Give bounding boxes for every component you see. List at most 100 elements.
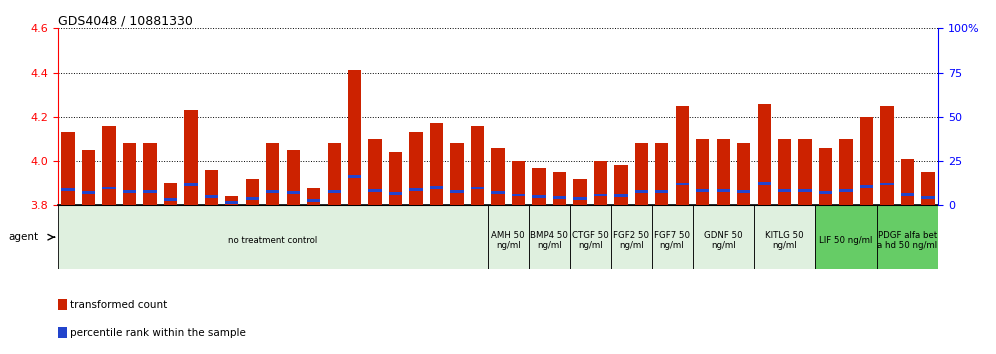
Bar (287, 150, 300, 205)
Bar (574, 179, 587, 205)
Bar (876, 205, 938, 269)
Bar (778, 189, 791, 192)
Text: BMP4 50
ng/ml: BMP4 50 ng/ml (530, 231, 568, 250)
Bar (880, 106, 893, 205)
Bar (450, 143, 464, 205)
Bar (758, 182, 771, 185)
Bar (430, 124, 443, 205)
Bar (143, 143, 156, 205)
Bar (634, 190, 648, 193)
Bar (246, 197, 259, 200)
Bar (737, 190, 750, 193)
Text: GDS4048 / 10881330: GDS4048 / 10881330 (58, 14, 192, 27)
Bar (758, 104, 771, 205)
Bar (491, 191, 505, 194)
Bar (58, 327, 67, 338)
Bar (205, 195, 218, 198)
Bar (570, 205, 611, 269)
Bar (163, 198, 177, 201)
Bar (307, 199, 321, 202)
Bar (799, 139, 812, 205)
Bar (778, 139, 791, 205)
Bar (369, 139, 381, 205)
Bar (692, 205, 754, 269)
Text: AMH 50
ng/ml: AMH 50 ng/ml (491, 231, 525, 250)
Bar (754, 205, 816, 269)
Bar (103, 187, 116, 189)
Bar (225, 196, 238, 205)
Bar (369, 189, 381, 192)
Bar (184, 183, 197, 186)
Bar (696, 139, 709, 205)
Bar (816, 205, 876, 269)
Bar (512, 161, 525, 205)
Bar (840, 139, 853, 205)
Text: PDGF alfa bet
a hd 50 ng/ml: PDGF alfa bet a hd 50 ng/ml (877, 231, 937, 250)
Bar (860, 117, 873, 205)
Bar (225, 201, 238, 204)
Bar (532, 168, 546, 205)
Text: FGF2 50
ng/ml: FGF2 50 ng/ml (614, 231, 649, 250)
Bar (900, 193, 914, 196)
Bar (799, 189, 812, 192)
Text: CTGF 50
ng/ml: CTGF 50 ng/ml (572, 231, 609, 250)
Bar (389, 192, 402, 195)
Text: KITLG 50
ng/ml: KITLG 50 ng/ml (765, 231, 804, 250)
Bar (471, 126, 484, 205)
Bar (594, 161, 607, 205)
Bar (287, 192, 300, 194)
Bar (921, 172, 934, 205)
Bar (103, 126, 116, 205)
Bar (488, 205, 529, 269)
Bar (82, 192, 96, 194)
Bar (123, 190, 136, 193)
Bar (532, 195, 546, 198)
Bar (163, 183, 177, 205)
Bar (58, 299, 67, 310)
Bar (716, 189, 730, 192)
Bar (205, 170, 218, 205)
Bar (409, 188, 422, 191)
Bar (594, 194, 607, 196)
Bar (348, 70, 362, 205)
Bar (450, 190, 464, 193)
Text: no treatment control: no treatment control (228, 236, 318, 245)
Bar (143, 190, 156, 193)
Bar (675, 183, 689, 185)
Bar (737, 143, 750, 205)
Text: GDNF 50
ng/ml: GDNF 50 ng/ml (704, 231, 743, 250)
Bar (471, 187, 484, 189)
Bar (716, 139, 730, 205)
Bar (615, 194, 627, 198)
Bar (819, 191, 833, 194)
Bar (655, 190, 668, 193)
Bar (246, 179, 259, 205)
Bar (921, 196, 934, 199)
Bar (82, 150, 96, 205)
Bar (611, 205, 651, 269)
Bar (58, 205, 488, 269)
Bar (409, 132, 422, 205)
Bar (840, 189, 853, 192)
Bar (696, 189, 709, 192)
Bar (553, 196, 566, 199)
Bar (900, 159, 914, 205)
Bar (860, 185, 873, 188)
Text: FGF7 50
ng/ml: FGF7 50 ng/ml (654, 231, 690, 250)
Bar (491, 148, 505, 205)
Bar (675, 106, 689, 205)
Bar (512, 194, 525, 196)
Bar (529, 205, 570, 269)
Bar (819, 148, 833, 205)
Bar (184, 110, 197, 205)
Bar (123, 143, 136, 205)
Bar (880, 183, 893, 185)
Bar (307, 188, 321, 205)
Bar (62, 188, 75, 191)
Bar (348, 176, 362, 178)
Text: transformed count: transformed count (70, 299, 167, 310)
Bar (266, 143, 280, 205)
Bar (651, 205, 692, 269)
Text: percentile rank within the sample: percentile rank within the sample (70, 327, 246, 338)
Bar (389, 152, 402, 205)
